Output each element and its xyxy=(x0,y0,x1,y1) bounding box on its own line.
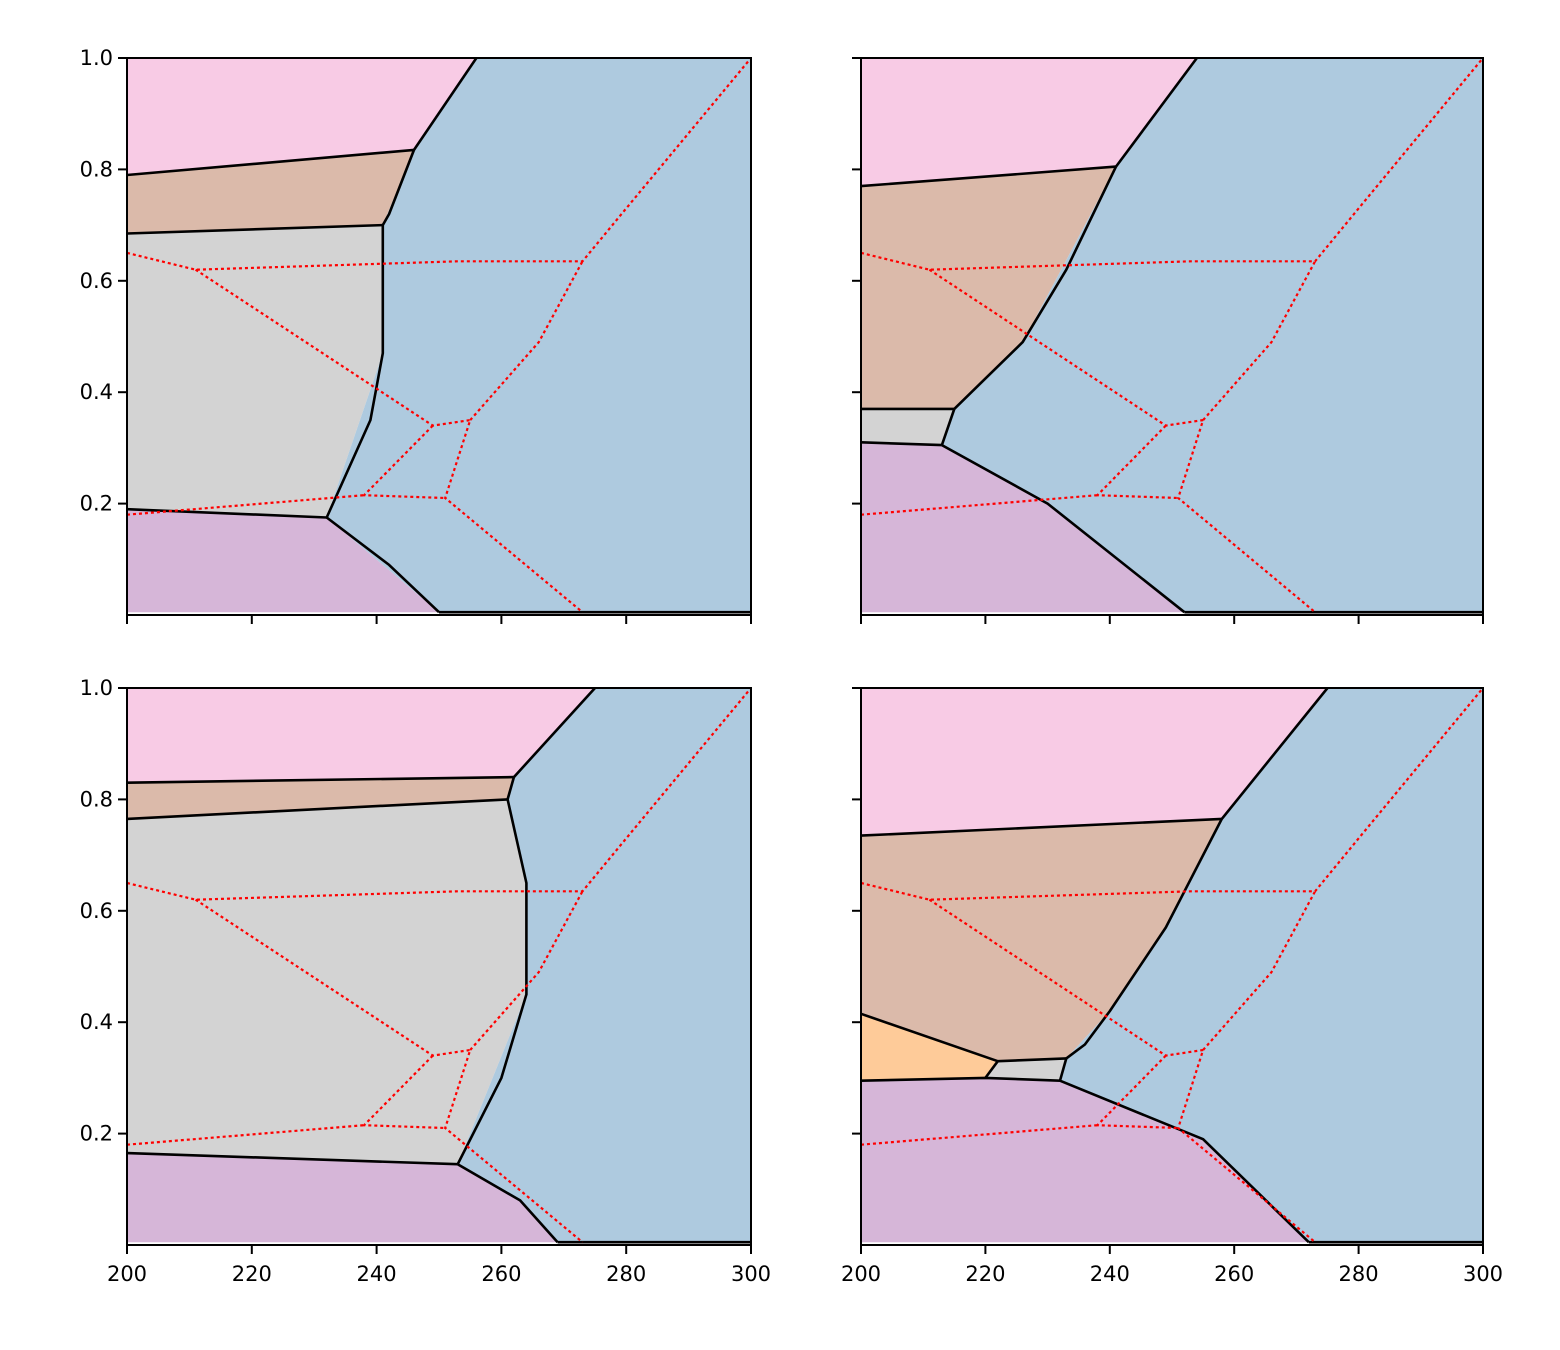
region-0 xyxy=(127,58,477,175)
reference-line-3 xyxy=(127,494,365,516)
reference-line-4 xyxy=(1202,890,1317,1051)
region-3 xyxy=(985,1058,1067,1081)
boundary-line-2 xyxy=(953,166,1118,410)
y-tick-label: 0.6 xyxy=(80,269,113,293)
region-4 xyxy=(861,1077,1309,1243)
plot-area xyxy=(127,688,751,1244)
panel-top-right xyxy=(852,57,1484,624)
reference-line-1 xyxy=(194,268,584,614)
reference-line-4 xyxy=(1202,260,1317,421)
boundary-line-2 xyxy=(127,223,383,235)
x-tick-label: 260 xyxy=(481,1262,521,1286)
boundary-line-6 xyxy=(984,1060,999,1079)
boundary-line-0 xyxy=(127,775,514,784)
reference-line-2 xyxy=(1094,424,1179,500)
region-2 xyxy=(127,225,383,518)
region-0 xyxy=(127,688,595,783)
region-0 xyxy=(861,688,1328,836)
x-tick-label: 220 xyxy=(232,1262,272,1286)
region-4 xyxy=(326,58,751,613)
region-2 xyxy=(861,408,955,446)
x-tick-label: 300 xyxy=(1463,1262,1503,1286)
panel-bottom-left: 200 220 240 260 280 300 0.2 0.4 0.6 0.8 1.0 xyxy=(80,676,771,1286)
plot-area xyxy=(861,688,1483,1244)
region-3 xyxy=(861,442,1185,613)
x-tick-label: 280 xyxy=(1339,1262,1379,1286)
reference-line-4 xyxy=(469,260,584,421)
panel-top-left: 0.2 0.4 0.6 0.8 1.0 xyxy=(80,46,752,624)
region-1 xyxy=(127,777,514,819)
boundary-line-3 xyxy=(506,776,516,800)
reference-line-3 xyxy=(127,1124,365,1146)
reference-line-0 xyxy=(127,688,751,901)
reference-line-0 xyxy=(127,58,751,271)
x-tick-label: 200 xyxy=(107,1262,147,1286)
y-tick-label: 0.8 xyxy=(80,157,113,181)
x-tick-label: 220 xyxy=(965,1262,1005,1286)
boundary-line-4 xyxy=(456,799,528,1165)
x-tick-label: 260 xyxy=(1214,1262,1254,1286)
region-0 xyxy=(861,58,1197,187)
y-tick-label: 0.6 xyxy=(80,899,113,923)
region-1 xyxy=(861,818,1222,1062)
boundary-line-3 xyxy=(325,149,416,519)
boundary-line-0 xyxy=(127,148,415,177)
boundary-line-4 xyxy=(127,507,327,519)
y-tick-label: 0.2 xyxy=(80,1122,113,1146)
axes-frame xyxy=(860,687,1484,1246)
boundary-line-0 xyxy=(861,165,1117,188)
region-4 xyxy=(941,58,1483,613)
boundary-line-1 xyxy=(1220,688,1329,820)
y-tick-label: 1.0 xyxy=(80,676,113,700)
boundary-line-5 xyxy=(325,516,440,614)
boundary-line-7 xyxy=(861,1076,1061,1082)
region-4 xyxy=(457,688,751,1243)
axes-frame xyxy=(126,687,752,1246)
boundary-line-8 xyxy=(1059,1079,1310,1244)
boundary-line-1 xyxy=(412,58,478,151)
reference-line-2 xyxy=(361,1054,446,1130)
boundary-line-5 xyxy=(127,1151,458,1166)
x-tick-label: 280 xyxy=(606,1262,646,1286)
region-2 xyxy=(127,799,527,1165)
x-tick-label: 240 xyxy=(357,1262,397,1286)
boundary-line-3 xyxy=(861,1012,999,1063)
region-1 xyxy=(861,166,1116,409)
boundary-line-2 xyxy=(127,798,508,821)
boundary-line-0 xyxy=(861,817,1222,837)
axes-frame xyxy=(126,57,752,616)
plot-area xyxy=(127,58,751,614)
boundary-line-5 xyxy=(1058,1058,1068,1082)
boundary-line-4 xyxy=(940,408,956,446)
reference-line-2 xyxy=(361,424,446,500)
panel-bottom-right: 200 220 240 260 280 300 xyxy=(841,687,1503,1286)
boundary-line-5 xyxy=(861,441,942,447)
region-3 xyxy=(127,1153,558,1243)
region-1 xyxy=(127,149,414,234)
boundary-line-6 xyxy=(941,443,1186,614)
reference-line-2 xyxy=(1094,1054,1179,1130)
x-tick-label: 240 xyxy=(1090,1262,1130,1286)
region-3 xyxy=(127,509,439,613)
x-tick-label: 200 xyxy=(841,1262,881,1286)
boundary-line-1 xyxy=(512,688,596,778)
y-tick-label: 1.0 xyxy=(80,46,113,70)
reference-line-1 xyxy=(194,898,584,1244)
region-2 xyxy=(861,1013,998,1081)
y-tick-label: 0.4 xyxy=(80,380,113,404)
boundary-line-6 xyxy=(457,1163,559,1244)
axes-frame xyxy=(860,57,1484,616)
y-tick-label: 0.8 xyxy=(80,787,113,811)
plot-area xyxy=(861,58,1483,614)
reference-line-4 xyxy=(469,890,584,1051)
boundary-line-4 xyxy=(997,1057,1067,1063)
region-5 xyxy=(1060,688,1483,1243)
y-tick-label: 0.2 xyxy=(80,492,113,516)
x-tick-label: 300 xyxy=(731,1262,771,1286)
y-tick-label: 0.4 xyxy=(80,1010,113,1034)
boundary-line-1 xyxy=(1114,58,1198,168)
